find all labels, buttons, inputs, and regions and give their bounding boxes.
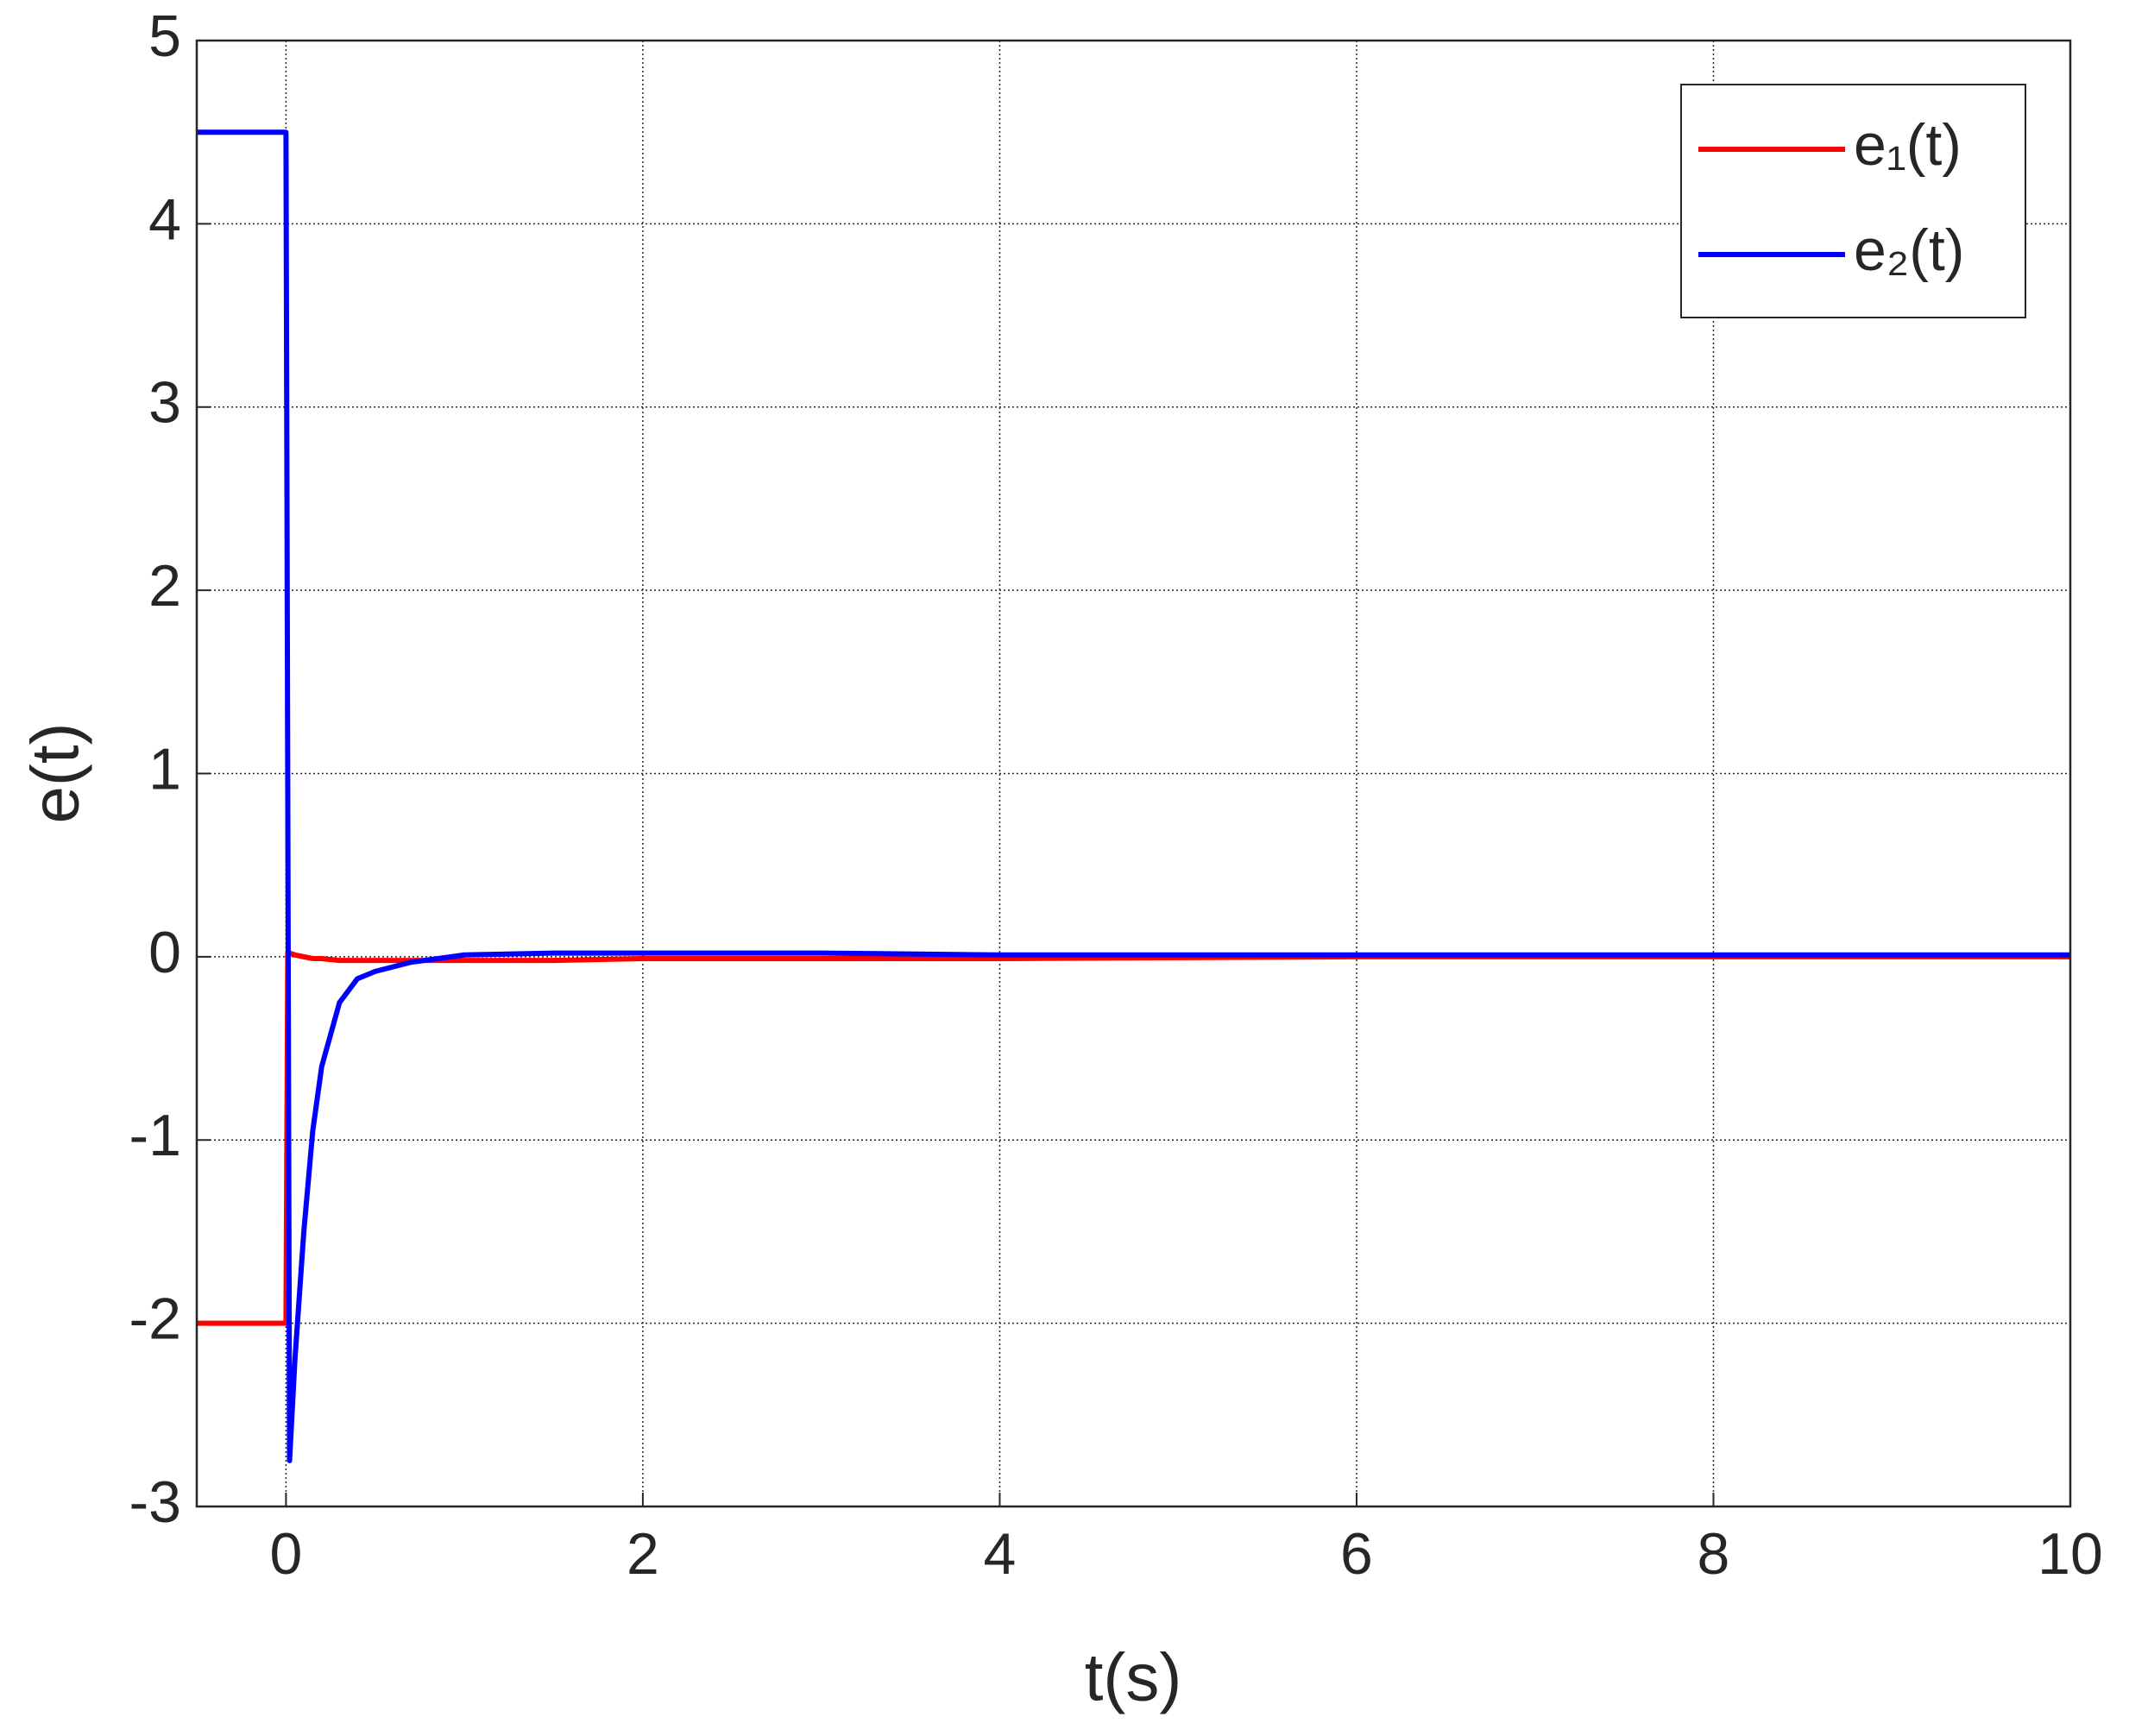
legend-box xyxy=(1680,84,2026,318)
legend-label: e₂(t) xyxy=(1854,217,1964,283)
data-line xyxy=(197,129,2070,1463)
x-tick-label: 2 xyxy=(627,1521,659,1587)
x-axis-label: t(s) xyxy=(1085,1639,1182,1715)
y-tick-label: -3 xyxy=(129,1469,181,1535)
x-tick-label: 0 xyxy=(269,1521,302,1587)
y-tick-label: -2 xyxy=(129,1286,181,1352)
y-tick-label: -1 xyxy=(129,1103,181,1168)
legend-label: e₁(t) xyxy=(1854,112,1962,178)
y-tick-label: 2 xyxy=(148,553,181,619)
y-axis-label: e(t) xyxy=(17,723,93,824)
x-tick-label: 8 xyxy=(1698,1521,1730,1587)
y-tick-label: 0 xyxy=(148,920,181,985)
y-tick-label: 1 xyxy=(148,736,181,802)
x-tick-label: 6 xyxy=(1340,1521,1373,1587)
y-tick-label: 5 xyxy=(148,3,181,69)
axes-box xyxy=(195,39,2072,1508)
y-tick-label: 3 xyxy=(148,370,181,436)
x-tick-label: 4 xyxy=(984,1521,1017,1587)
x-tick-label: 10 xyxy=(2038,1521,2103,1587)
y-tick-label: 4 xyxy=(148,186,181,252)
